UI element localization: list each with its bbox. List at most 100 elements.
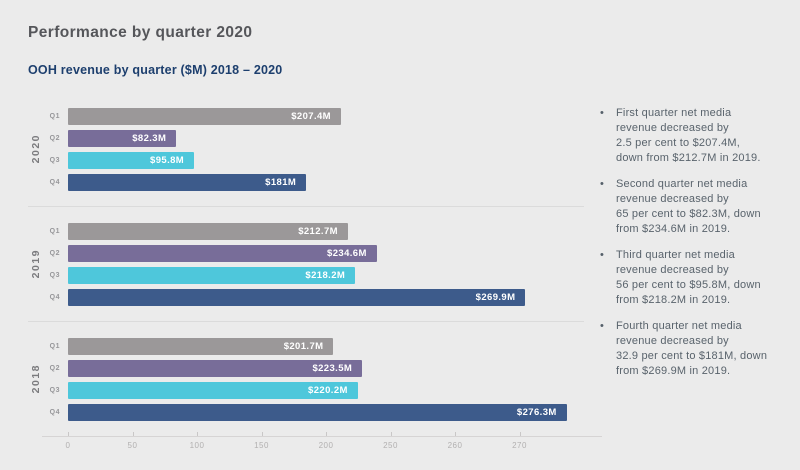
bar-row-2019-Q1: Q1 $212.7M [44, 220, 584, 242]
bar-value-label: $218.2M [305, 269, 346, 281]
quarter-label: Q3 [49, 271, 60, 279]
bar-value-label: $220.2M [308, 384, 348, 396]
tick-label-270: 270 [512, 441, 527, 450]
bullet-icon: • [600, 107, 604, 119]
note-item: • Fourth quarter net media revenue decre… [600, 319, 790, 379]
bar-value-label: $212.7M [298, 225, 338, 237]
quarter-label: Q3 [49, 386, 60, 394]
note-item: • Third quarter net media revenue decrea… [600, 248, 790, 308]
chart-title: OOH revenue by quarter ($M) 2018 – 2020 [28, 63, 283, 77]
bar-row-2019-Q4: Q4 $269.9M [44, 286, 584, 308]
bar-track: $207.4M [68, 107, 584, 125]
quarter-label: Q4 [49, 408, 60, 416]
bar-row-2018-Q3: Q3 $220.2M [44, 379, 584, 401]
year-group-2020: 2020 Q1 $207.4M Q2 $82.3M Q3 $95.8M Q4 $181M [28, 92, 584, 206]
quarter-label: Q4 [49, 293, 60, 301]
tick-mark-50 [132, 432, 134, 436]
bar-row-2019-Q3: Q3 $218.2M [44, 264, 584, 286]
bar-row-2019-Q2: Q2 $234.6M [44, 242, 584, 264]
year-label: 2020 [30, 134, 42, 164]
bar-track: $223.5M [68, 359, 584, 377]
bar-value-label: $181M [265, 176, 297, 188]
bar-track: $181M [68, 173, 584, 191]
bar-2018-Q3: $220.2M [68, 381, 358, 399]
notes-list: • First quarter net media revenue decrea… [600, 106, 790, 379]
note-item: • First quarter net media revenue decrea… [600, 106, 790, 166]
bar-track: $276.3M [68, 403, 584, 421]
tick-mark-200 [326, 432, 327, 436]
tick-mark-260 [455, 432, 456, 436]
bar-value-label: $95.8M [150, 154, 185, 166]
content-area: 2020 Q1 $207.4M Q2 $82.3M Q3 $95.8M Q4 $181M 2019… [28, 92, 790, 470]
quarter-label: Q1 [49, 112, 60, 120]
tick-label-250: 250 [383, 441, 398, 450]
tick-mark-0 [68, 432, 69, 436]
bar-value-label: $234.6M [327, 247, 367, 259]
x-axis: 0 50 100 150 200 250 260 270 [42, 432, 602, 470]
bar-2018-Q1: $201.7M [68, 337, 334, 355]
bar-row-2020-Q2: Q2 $82.3M [44, 127, 584, 149]
bar-track: $269.9M [68, 288, 584, 306]
chart-groups: 2020 Q1 $207.4M Q2 $82.3M Q3 $95.8M Q4 $181M 2019… [28, 92, 584, 436]
bar-2020-Q1: $207.4M [68, 107, 341, 125]
bar-2019-Q1: $212.7M [68, 222, 348, 240]
bullet-icon: • [600, 249, 604, 261]
quarter-label: Q1 [49, 227, 60, 235]
tick-mark-100 [197, 432, 198, 436]
bar-track: $218.2M [68, 266, 584, 284]
bar-row-2018-Q4: Q4 $276.3M [44, 401, 584, 423]
summary-notes: • First quarter net media revenue decrea… [584, 92, 790, 470]
bar-row-2020-Q1: Q1 $207.4M [44, 105, 584, 127]
note-item: • Second quarter net media revenue decre… [600, 177, 790, 237]
year-label: 2019 [30, 249, 42, 279]
tick-mark-150 [261, 432, 263, 436]
tick-mark-250 [390, 432, 392, 436]
tick-label-260: 260 [447, 441, 463, 450]
year-group-2018: 2018 Q1 $201.7M Q2 $223.5M Q3 $220.2M Q4 $276.3M [28, 321, 584, 436]
bar-track: $234.6M [68, 244, 584, 262]
bar-value-label: $207.4M [291, 110, 331, 122]
quarter-label: Q2 [49, 134, 60, 142]
bar-value-label: $276.3M [516, 406, 557, 418]
bar-row-2018-Q1: Q1 $201.7M [44, 335, 584, 357]
bullet-icon: • [600, 178, 604, 190]
bar-rows: Q1 $207.4M Q2 $82.3M Q3 $95.8M Q4 $181M [44, 105, 584, 193]
note-text: Second quarter net media revenue decreas… [616, 178, 761, 235]
bar-rows: Q1 $212.7M Q2 $234.6M Q3 $218.2M Q4 $269.9M [44, 220, 584, 308]
bar-2018-Q4: $276.3M [68, 403, 567, 421]
note-text: Fourth quarter net media revenue decreas… [616, 320, 768, 377]
quarter-label: Q2 [49, 364, 60, 372]
bar-value-label: $269.9M [475, 291, 516, 303]
tick-mark-270 [519, 432, 521, 436]
bar-2020-Q3: $95.8M [68, 151, 195, 169]
tick-label-150: 150 [254, 441, 269, 450]
bar-row-2020-Q3: Q3 $95.8M [44, 149, 584, 171]
bar-row-2020-Q4: Q4 $181M [44, 171, 584, 193]
bar-value-label: $223.5M [312, 362, 353, 374]
quarter-label: Q1 [49, 342, 60, 350]
bar-value-label: $82.3M [132, 132, 167, 144]
bullet-icon: • [600, 320, 604, 332]
bar-2018-Q2: $223.5M [68, 359, 363, 377]
year-group-2019: 2019 Q1 $212.7M Q2 $234.6M Q3 $218.2M Q4 $269.9M [28, 206, 584, 321]
tick-label-200: 200 [318, 441, 334, 450]
quarter-label: Q3 [49, 156, 60, 164]
bar-track: $220.2M [68, 381, 584, 399]
bar-2020-Q2: $82.3M [68, 129, 177, 147]
bar-track: $82.3M [68, 129, 584, 147]
bar-chart: 2020 Q1 $207.4M Q2 $82.3M Q3 $95.8M Q4 $181M 2019… [28, 92, 602, 470]
bar-2019-Q4: $269.9M [68, 288, 526, 306]
bar-track: $95.8M [68, 151, 584, 169]
quarter-label: Q4 [49, 178, 60, 186]
bar-track: $201.7M [68, 337, 584, 355]
note-text: Third quarter net media revenue decrease… [616, 249, 761, 306]
bar-value-label: $201.7M [283, 340, 324, 352]
page-title: Performance by quarter 2020 [28, 24, 253, 41]
tick-label-50: 50 [127, 441, 138, 450]
bar-rows: Q1 $201.7M Q2 $223.5M Q3 $220.2M Q4 $276.3M [44, 335, 584, 423]
tick-label-0: 0 [65, 441, 71, 450]
year-label: 2018 [30, 364, 42, 394]
quarter-label: Q2 [49, 249, 60, 257]
bar-row-2018-Q2: Q2 $223.5M [44, 357, 584, 379]
